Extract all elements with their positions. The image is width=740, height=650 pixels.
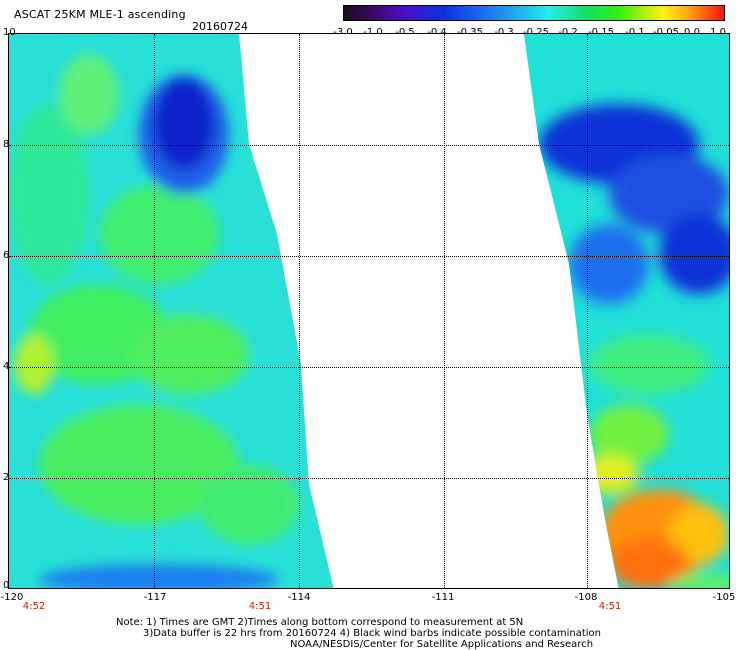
colorbar-label: -0.2 [558,27,578,38]
gridline-lon [154,34,155,588]
y-axis-label: 8 [3,139,10,150]
colorbar-label: -0.05 [653,27,679,38]
y-axis-label: 0 [3,580,10,591]
map-plot-area[interactable] [8,33,730,589]
left-swath [9,34,729,588]
colorbar-label: -0.5 [395,27,415,38]
y-axis-label: 10 [3,27,16,38]
gridline-lon [299,34,300,588]
note-line-2: 3)Data buffer is 22 hrs from 20160724 4)… [143,628,601,639]
colorbar-label: -0.1 [625,27,645,38]
note-line-1: Note: 1) Times are GMT 2)Times along bot… [116,617,524,628]
map-title: ASCAT 25KM MLE-1 ascending [14,8,186,21]
x-axis-label: -120 [0,592,24,603]
gridline-lat [9,256,729,257]
x-axis-label: -111 [431,592,455,603]
gridline-lat [9,367,729,368]
time-label: 4:51 [598,601,622,612]
colorbar-label: 1.0 [710,27,726,38]
right-swath [524,34,729,588]
note-line-3: NOAA/NESDIS/Center for Satellite Applica… [290,639,594,650]
gridline-lon [444,34,445,588]
map-date: 20160724 [192,20,248,33]
gridline-lon [587,34,588,588]
x-axis-label: -108 [574,592,598,603]
colorbar-label: -0.25 [523,27,549,38]
colorbar-label: 0.0 [684,27,700,38]
y-axis-label: 6 [3,250,10,261]
colorbar-label: -0.35 [457,27,483,38]
colorbar-label: -1.0 [363,27,383,38]
x-axis-label: -105 [712,592,736,603]
colorbar-label: -0.4 [427,27,447,38]
time-label: 4:52 [22,601,46,612]
x-axis-label: -117 [143,592,167,603]
colorbar-label: -0.15 [588,27,614,38]
y-axis-label: 4 [3,361,10,372]
colorbar-label: -3.0 [333,27,353,38]
gridline-lat [9,478,729,479]
colorbar-label: -0.3 [494,27,514,38]
gridline-lat [9,145,729,146]
x-axis-label: -114 [287,592,311,603]
time-label: 4:51 [248,601,272,612]
y-axis-label: 2 [3,472,10,483]
colorbar [343,5,725,21]
